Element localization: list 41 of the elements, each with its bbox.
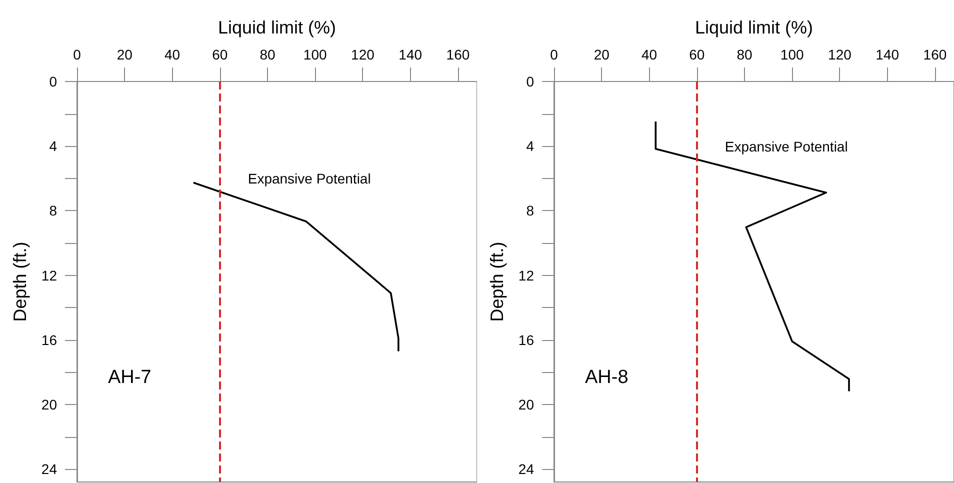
y-tick-label: 24 [41,461,58,478]
x-tick-label: 140 [876,46,900,62]
y-tick-label: 4 [49,138,58,154]
y-tick-label: 0 [526,74,534,90]
x-tick-label: 100 [780,46,804,62]
annotation: Expansive Potential [248,170,371,187]
x-tick-label: 160 [446,46,470,62]
x-tick-label: 100 [303,46,327,62]
x-tick-label: 160 [923,46,947,62]
x-tick-label: 60 [212,46,228,62]
y-tick-label: 0 [49,74,58,90]
y-tick-label: 16 [518,332,534,348]
y-tick-label: 8 [526,202,534,219]
x-tick-label: 20 [594,46,610,62]
y-axis-title: Depth (ft.) [10,242,30,322]
x-axis-title: Liquid limit (%) [694,18,814,38]
x-tick-label: 140 [398,46,422,62]
y-tick-label: 12 [518,267,534,284]
x-tick-label: 60 [689,46,705,62]
annotation: Expansive Potential [724,138,848,154]
x-tick-label: 120 [828,46,852,62]
y-tick-label: 16 [41,332,58,348]
x-tick-label: 80 [260,46,276,62]
text: AH-7 [108,367,152,388]
y-tick-label: 20 [518,396,534,412]
text: AH-8 [585,367,628,388]
x-tick-label: 40 [164,46,180,62]
y-tick-label: 24 [518,461,534,478]
x-axis-title: Liquid limit (%) [218,18,336,38]
x-tick-label: 0 [73,46,82,62]
x-tick-label: 80 [736,46,752,62]
y-tick-label: 12 [41,267,58,284]
y-tick-label: 8 [49,202,58,219]
x-tick-label: 120 [351,46,375,62]
y-tick-label: 4 [526,138,534,154]
x-tick-label: 0 [550,46,558,62]
y-axis-title: Depth (ft.) [487,242,507,322]
x-tick-label: 40 [641,46,658,62]
line-series [654,120,850,392]
y-tick-label: 20 [41,396,58,412]
x-tick-label: 20 [116,46,133,62]
